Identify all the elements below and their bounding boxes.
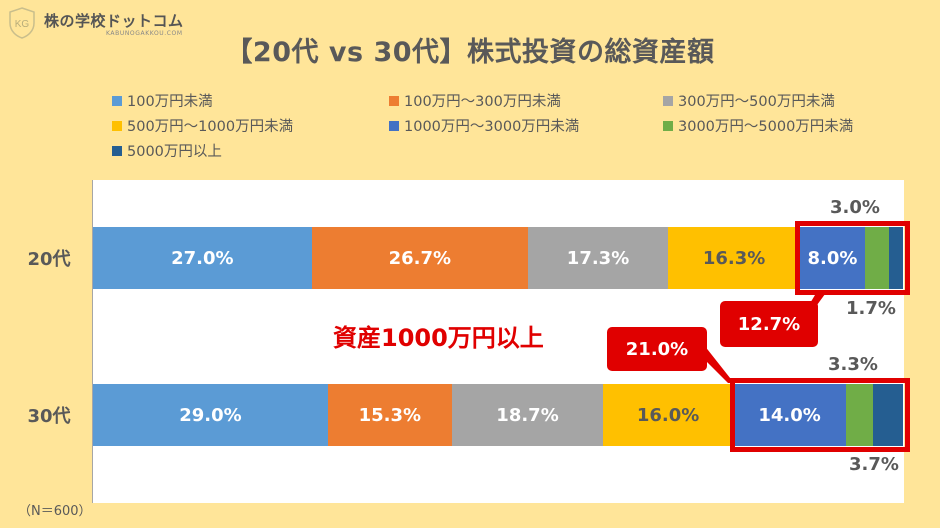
highlight-box-30s bbox=[730, 378, 910, 452]
legend-label: 100万円未満 bbox=[127, 94, 213, 110]
label-5000plus-20s: 1.7% bbox=[846, 298, 896, 319]
legend-item: 100万円～300万円未満 bbox=[389, 90, 561, 111]
callout-21-0: 21.0% bbox=[607, 327, 707, 371]
legend-swatch bbox=[112, 95, 122, 106]
logo-name: 株の学校ドットコム bbox=[44, 12, 184, 30]
bar-segment: 16.0% bbox=[603, 384, 733, 446]
logo-domain: KABUNOGAKKOU.COM bbox=[106, 30, 183, 37]
legend-swatch bbox=[112, 145, 122, 156]
bar-30s: 29.0% 15.3% 18.7% 16.0% 14.0% bbox=[93, 384, 903, 446]
category-label-20s: 20代 bbox=[27, 249, 71, 270]
bar-segment: 18.7% bbox=[451, 384, 604, 446]
highlight-annotation: 資産1000万円以上 bbox=[333, 324, 544, 352]
bar-segment: 8.0% bbox=[800, 227, 865, 289]
legend-item: 300万円～500万円未満 bbox=[663, 90, 835, 111]
bar-segment bbox=[889, 227, 903, 289]
legend-label: 1000万円～3000万円未満 bbox=[404, 119, 580, 135]
callout-12-7: 12.7% bbox=[720, 301, 818, 347]
legend-swatch bbox=[112, 120, 122, 131]
bar-segment: 17.3% bbox=[527, 227, 669, 289]
legend-item: 500万円～1000万円未満 bbox=[112, 115, 293, 136]
bar-segment bbox=[846, 384, 873, 446]
highlight-box-20s bbox=[795, 221, 910, 295]
legend-label: 100万円～300万円未満 bbox=[404, 94, 561, 110]
legend-item: 3000万円～5000万円未満 bbox=[663, 115, 853, 136]
bar-segment: 16.3% bbox=[668, 227, 801, 289]
bar-segment: 29.0% bbox=[93, 384, 328, 446]
category-axis bbox=[92, 180, 93, 503]
bar-segment: 27.0% bbox=[93, 227, 312, 289]
legend-label: 300万円～500万円未満 bbox=[678, 94, 835, 110]
bar-segment: 14.0% bbox=[732, 384, 847, 446]
bar-20s: 27.0% 26.7% 17.3% 16.3% 8.0% bbox=[93, 227, 903, 289]
legend-label: 5000万円以上 bbox=[127, 144, 222, 160]
bar-segment: 15.3% bbox=[327, 384, 452, 446]
site-logo: KG 株の学校ドットコム KABUNOGAKKOU.COM bbox=[8, 7, 188, 39]
legend-swatch bbox=[663, 95, 673, 106]
legend-swatch bbox=[389, 120, 399, 131]
sample-size-note: （N＝600） bbox=[18, 504, 92, 519]
legend-swatch bbox=[389, 95, 399, 106]
legend-item: 5000万円以上 bbox=[112, 140, 222, 161]
legend-label: 500万円～1000万円未満 bbox=[127, 119, 294, 135]
svg-text:KG: KG bbox=[15, 19, 30, 30]
legend-item: 100万円未満 bbox=[112, 90, 213, 111]
label-3000-5000-20s: 3.0% bbox=[830, 197, 880, 218]
shield-logo-icon: KG bbox=[9, 7, 35, 39]
label-5000plus-30s: 3.7% bbox=[849, 454, 899, 475]
bar-segment: 26.7% bbox=[311, 227, 528, 289]
bar-segment bbox=[872, 384, 903, 446]
legend-item: 1000万円～3000万円未満 bbox=[389, 115, 579, 136]
label-3000-5000-30s: 3.3% bbox=[828, 354, 878, 375]
bar-segment bbox=[864, 227, 890, 289]
category-label-30s: 30代 bbox=[27, 406, 71, 427]
legend-swatch bbox=[663, 120, 673, 131]
chart-title: 【20代 vs 30代】株式投資の総資産額 bbox=[225, 37, 715, 68]
legend-label: 3000万円～5000万円未満 bbox=[678, 119, 854, 135]
